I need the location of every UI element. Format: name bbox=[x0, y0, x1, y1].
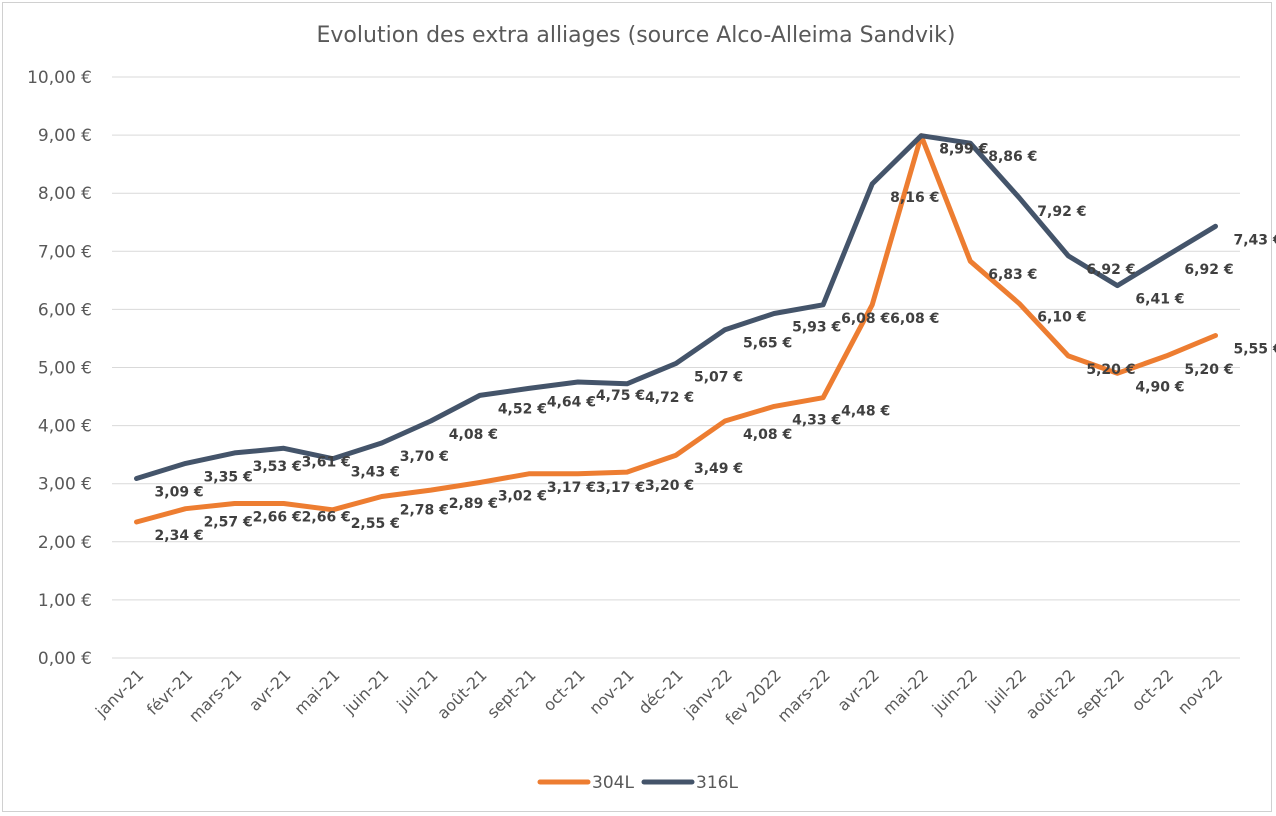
y-tick-label: 9,00 € bbox=[38, 126, 92, 146]
data-label-304L: 8,99 € bbox=[939, 142, 988, 158]
x-tick-label: sept-22 bbox=[1072, 665, 1128, 721]
data-label-304L: 2,66 € bbox=[302, 509, 351, 525]
data-label-316L: 3,61 € bbox=[302, 454, 351, 470]
data-label-304L: 6,10 € bbox=[1037, 310, 1086, 326]
y-tick-label: 8,00 € bbox=[38, 184, 92, 204]
data-label-316L: 4,52 € bbox=[498, 401, 547, 417]
data-label-304L: 2,57 € bbox=[204, 515, 253, 531]
data-label-316L: 4,08 € bbox=[449, 427, 498, 443]
data-label-304L: 5,20 € bbox=[1184, 362, 1233, 378]
data-label-316L: 8,16 € bbox=[890, 190, 939, 206]
data-label-316L: 6,08 € bbox=[841, 311, 890, 327]
x-tick-label: mars-22 bbox=[774, 665, 834, 725]
x-tick-label: nov-22 bbox=[1174, 665, 1226, 717]
x-tick-label: avr-22 bbox=[834, 665, 883, 714]
data-label-316L: 5,65 € bbox=[743, 336, 792, 352]
data-label-304L: 4,08 € bbox=[743, 427, 792, 443]
data-label-304L: 4,33 € bbox=[792, 412, 841, 428]
x-tick-label: oct-21 bbox=[539, 665, 588, 714]
x-tick-label: déc-21 bbox=[635, 665, 687, 717]
data-label-304L: 2,78 € bbox=[400, 502, 449, 518]
y-tick-label: 10,00 € bbox=[27, 68, 92, 88]
data-label-316L: 4,72 € bbox=[645, 390, 694, 406]
data-label-304L: 6,83 € bbox=[988, 267, 1037, 283]
y-axis-ticks: 0,00 € 1,00 € 2,00 € 3,00 € 4,00 € 5,00 € 6,00… bbox=[27, 68, 92, 669]
y-tick-label: 1,00 € bbox=[38, 591, 92, 611]
y-tick-label: 3,00 € bbox=[38, 475, 92, 495]
data-label-304L: 3,17 € bbox=[596, 480, 645, 496]
x-tick-label: nov-21 bbox=[585, 665, 637, 717]
x-tick-label: juin-21 bbox=[339, 665, 392, 718]
data-label-304L: 5,55 € bbox=[1233, 342, 1276, 358]
data-label-316L: 3,09 € bbox=[155, 484, 204, 500]
x-tick-label: oct-22 bbox=[1128, 665, 1177, 714]
x-tick-label: janv-21 bbox=[91, 665, 147, 721]
x-tick-label: mars-21 bbox=[185, 665, 245, 725]
y-tick-label: 5,00 € bbox=[38, 359, 92, 379]
data-label-316L: 6,92 € bbox=[1184, 262, 1233, 278]
data-label-316L: 3,70 € bbox=[400, 449, 449, 465]
y-tick-label: 6,00 € bbox=[38, 300, 92, 320]
series-lines bbox=[134, 133, 1218, 525]
data-label-304L: 5,20 € bbox=[1086, 362, 1135, 378]
data-label-304L: 2,55 € bbox=[351, 516, 400, 532]
x-tick-label: avr-21 bbox=[245, 665, 294, 714]
y-tick-label: 7,00 € bbox=[38, 242, 92, 262]
x-tick-label: mai-22 bbox=[879, 665, 932, 718]
data-label-316L: 5,93 € bbox=[792, 319, 841, 335]
data-label-304L: 3,02 € bbox=[498, 489, 547, 505]
data-labels: 2,34 €2,57 €2,66 €2,66 €2,55 €2,78 €2,89… bbox=[155, 142, 1276, 544]
data-label-304L: 3,17 € bbox=[547, 480, 596, 496]
data-label-316L: 7,43 € bbox=[1233, 232, 1276, 248]
series-line-304L bbox=[134, 133, 1218, 525]
data-label-304L: 6,08 € bbox=[890, 311, 939, 327]
x-tick-label: juin-22 bbox=[928, 665, 981, 718]
data-label-316L: 5,07 € bbox=[694, 369, 743, 385]
y-tick-label: 0,00 € bbox=[38, 649, 92, 669]
x-tick-label: août-22 bbox=[1022, 665, 1079, 722]
data-label-316L: 6,92 € bbox=[1086, 262, 1135, 278]
x-tick-label: mai-21 bbox=[291, 665, 344, 718]
data-label-304L: 3,49 € bbox=[694, 461, 743, 477]
gridlines bbox=[112, 76, 1240, 659]
data-label-316L: 8,86 € bbox=[988, 149, 1037, 165]
data-label-316L: 8,99 € bbox=[939, 142, 988, 158]
data-label-316L: 3,43 € bbox=[351, 465, 400, 481]
y-tick-label: 2,00 € bbox=[38, 533, 92, 553]
data-label-316L: 7,92 € bbox=[1037, 204, 1086, 220]
series-line-316L bbox=[134, 133, 1218, 481]
data-label-316L: 4,64 € bbox=[547, 394, 596, 410]
x-tick-label: août-21 bbox=[433, 665, 490, 722]
legend-label-304L: 304L bbox=[592, 773, 634, 793]
data-label-316L: 4,75 € bbox=[596, 388, 645, 404]
legend: 304L 316L bbox=[537, 773, 738, 793]
data-label-304L: 3,20 € bbox=[645, 478, 694, 494]
data-label-304L: 4,90 € bbox=[1135, 379, 1184, 395]
data-label-316L: 3,35 € bbox=[204, 469, 253, 485]
data-label-304L: 2,89 € bbox=[449, 496, 498, 512]
data-label-316L: 6,41 € bbox=[1135, 292, 1184, 308]
legend-label-316L: 316L bbox=[696, 773, 738, 793]
data-label-304L: 2,66 € bbox=[253, 509, 302, 525]
data-label-304L: 2,34 € bbox=[155, 528, 204, 544]
data-label-316L: 3,53 € bbox=[253, 459, 302, 475]
y-tick-label: 4,00 € bbox=[38, 417, 92, 437]
data-label-304L: 4,48 € bbox=[841, 404, 890, 420]
chart-title: Evolution des extra alliages (source Alc… bbox=[317, 23, 956, 48]
x-tick-label: sept-21 bbox=[483, 665, 539, 721]
